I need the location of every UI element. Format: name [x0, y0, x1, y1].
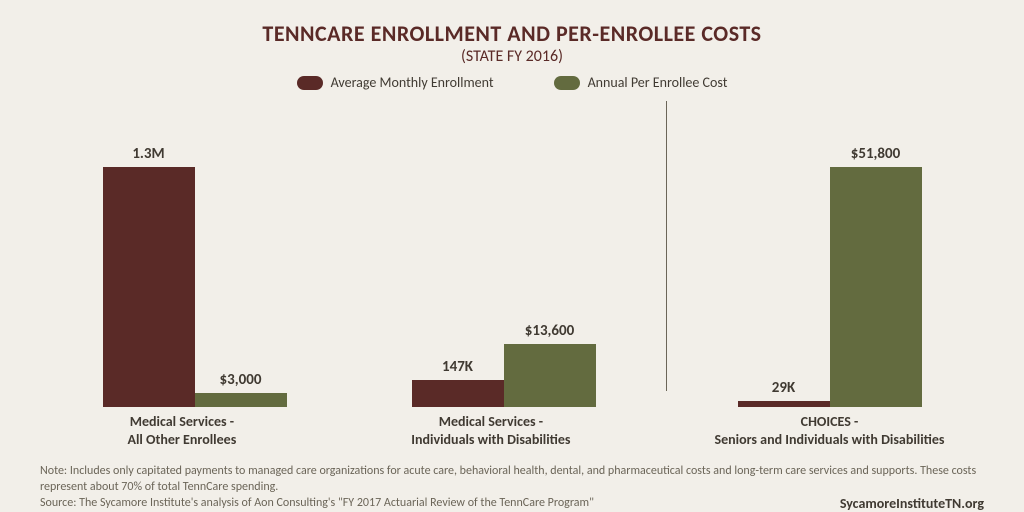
bar-group: 29K $51,800	[738, 145, 922, 407]
footer-attribution: SycamoreInstituteTN.org	[840, 495, 984, 512]
legend-label: Annual Per Enrollee Cost	[588, 74, 728, 91]
bar-value-label-cost: $51,800	[851, 145, 900, 163]
legend-item-enrollment: Average Monthly Enrollment	[297, 74, 494, 91]
bar-value-label-cost: $13,600	[525, 322, 574, 340]
category-label: CHOICES -Seniors and Individuals with Di…	[714, 413, 944, 449]
legend-label: Average Monthly Enrollment	[331, 74, 494, 91]
legend-swatch-cost	[554, 76, 580, 90]
legend-item-cost: Annual Per Enrollee Cost	[554, 74, 728, 91]
legend-swatch-enrollment	[297, 76, 323, 90]
bar-group: 147K $13,600	[412, 322, 596, 407]
bar-cost	[504, 344, 596, 407]
bar-cost	[830, 167, 922, 407]
title-block: TENNCARE ENROLLMENT AND PER-ENROLLEE COS…	[40, 20, 984, 66]
bar-enrollment	[412, 380, 504, 407]
chart-subtitle: (STATE FY 2016)	[40, 47, 984, 66]
chart-area: 1.3M $3,000 147K $13,600 Medical Services -…	[40, 101, 984, 449]
panel-separator	[666, 101, 667, 391]
footer: Note: Includes only capitated payments t…	[40, 463, 984, 512]
bar-group: 1.3M $3,000	[103, 145, 287, 407]
chart-panel-left: 1.3M $3,000 147K $13,600 Medical Services -…	[40, 101, 658, 449]
bar-enrollment	[738, 401, 830, 406]
category-label: Medical Services -All Other Enrollees	[128, 413, 237, 449]
chart-title: TENNCARE ENROLLMENT AND PER-ENROLLEE COS…	[40, 20, 984, 47]
bar-value-label-cost: $3,000	[220, 371, 262, 389]
chart-panel-right: 29K $51,800 CHOICES -Seniors and Individu…	[675, 101, 984, 449]
bar-value-label-enrollment: 1.3M	[132, 145, 164, 163]
bar-cost	[195, 393, 287, 407]
legend: Average Monthly Enrollment Annual Per En…	[40, 74, 984, 91]
category-label: Medical Services -Individuals with Disab…	[411, 413, 570, 449]
bar-value-label-enrollment: 147K	[442, 358, 473, 376]
footer-note: Note: Includes only capitated payments t…	[40, 463, 984, 495]
bar-enrollment	[103, 167, 195, 407]
bar-value-label-enrollment: 29K	[772, 379, 795, 397]
